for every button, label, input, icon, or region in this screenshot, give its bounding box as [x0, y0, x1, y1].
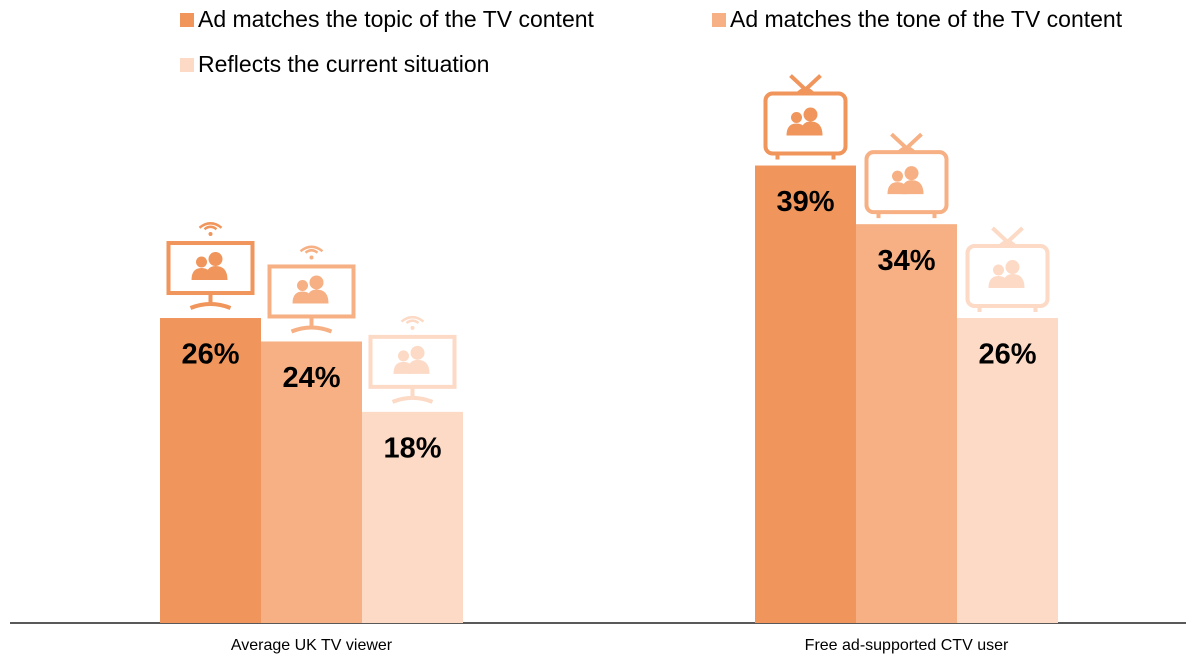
icon-part — [196, 256, 207, 268]
value-label: 26% — [978, 339, 1036, 371]
legend-swatch — [180, 58, 194, 72]
icon-part — [795, 87, 816, 94]
icon-part — [398, 350, 409, 362]
bar — [856, 224, 957, 623]
value-label: 34% — [877, 245, 935, 277]
icon-part — [791, 112, 802, 124]
bar — [755, 165, 856, 623]
tv-icon — [965, 226, 1050, 313]
tv-icon — [368, 315, 457, 404]
value-label: 39% — [776, 186, 834, 218]
legend-label: Reflects the current situation — [198, 51, 489, 77]
legend-label: Ad matches the tone of the TV content — [730, 6, 1123, 32]
icon-part — [400, 315, 425, 323]
value-label: 18% — [383, 433, 441, 465]
icon-part — [410, 325, 415, 330]
bar — [160, 318, 261, 623]
icon-part — [304, 249, 319, 254]
icon-part — [993, 264, 1004, 276]
bar — [957, 318, 1058, 623]
bar — [261, 341, 362, 623]
icon-part — [189, 293, 232, 310]
icon-part — [800, 121, 823, 136]
icon-part — [803, 107, 818, 122]
icon-part — [997, 240, 1018, 247]
icon-part — [892, 170, 903, 182]
legend-label: Ad matches the topic of the TV content — [198, 6, 595, 32]
legend-swatch — [712, 13, 726, 27]
icon-part — [208, 252, 223, 267]
icon-part — [290, 316, 333, 334]
icon-part — [407, 359, 430, 374]
icon-part — [203, 225, 218, 231]
x-tick-label: Average UK TV viewer — [231, 637, 393, 654]
icon-part — [309, 275, 324, 290]
icon-part — [198, 222, 223, 229]
icon-part — [896, 146, 917, 153]
bar — [362, 411, 463, 623]
x-tick-label: Free ad-supported CTV user — [805, 637, 1009, 654]
icon-part — [405, 319, 420, 325]
tv-icon — [267, 245, 356, 334]
tv-icon — [166, 222, 255, 310]
icon-part — [309, 255, 314, 260]
legend-swatch — [180, 13, 194, 27]
tv-icon — [763, 74, 848, 160]
icon-part — [901, 180, 924, 195]
icon-part — [205, 266, 228, 281]
value-label: 24% — [282, 362, 340, 394]
icon-part — [299, 245, 324, 253]
icon-part — [391, 386, 434, 404]
value-label: 26% — [181, 339, 239, 371]
icon-part — [208, 232, 213, 237]
icon-part — [1005, 260, 1020, 275]
icon-part — [306, 289, 329, 304]
icon-part — [1002, 274, 1025, 289]
tv-icon — [864, 132, 949, 219]
icon-part — [410, 345, 425, 360]
icon-part — [904, 166, 919, 181]
icon-part — [297, 279, 308, 291]
